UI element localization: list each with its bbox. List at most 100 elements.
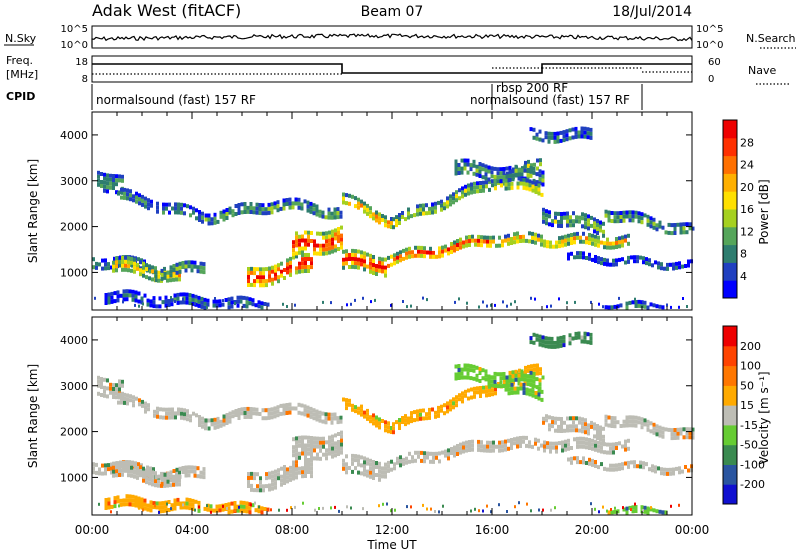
heatmap-cell (398, 422, 401, 426)
heatmap-cell (480, 239, 483, 244)
heatmap-cell (378, 425, 381, 430)
heatmap-cell (564, 238, 567, 243)
heatmap-cell (318, 507, 320, 510)
heatmap-cell (581, 224, 584, 229)
heatmap-cell (507, 186, 511, 191)
heatmap-cell (685, 435, 689, 440)
heatmap-cell (307, 435, 310, 440)
heatmap-cell (207, 418, 211, 423)
heatmap-cell (290, 506, 292, 510)
heatmap-cell (303, 408, 307, 413)
heatmap-cell (422, 296, 424, 300)
heatmap-cell (253, 283, 256, 288)
heatmap-cell (372, 413, 375, 418)
heatmap-cell (561, 440, 564, 445)
heatmap-cell (315, 417, 319, 422)
heatmap-cell (164, 303, 168, 308)
heatmap-cell (174, 210, 177, 215)
heatmap-cell (318, 418, 322, 423)
heatmap-cell (184, 473, 188, 478)
heatmap-cell (594, 238, 597, 243)
heatmap-cell (457, 171, 461, 175)
heatmap-cell (310, 440, 313, 444)
heatmap-cell (303, 412, 307, 417)
heatmap-cell (535, 377, 539, 382)
heatmap-cell (135, 396, 138, 401)
heatmap-cell (346, 303, 348, 307)
heatmap-cell (465, 243, 468, 248)
heatmap-cell (222, 422, 226, 427)
heatmap-cell (159, 415, 162, 420)
heatmap-cell (624, 260, 627, 265)
heatmap-cell (369, 415, 372, 420)
heatmap-cell (478, 367, 482, 371)
heatmap-cell (270, 206, 274, 211)
heatmap-cell (154, 270, 158, 275)
heatmap-cell (628, 218, 632, 223)
heatmap-cell (191, 293, 195, 298)
heatmap-cell (532, 332, 536, 337)
heatmap-cell (216, 424, 220, 429)
heatmap-cell (478, 174, 482, 178)
heatmap-cell (457, 368, 461, 372)
heatmap-cell (625, 415, 629, 420)
heatmap-cell (618, 236, 621, 241)
heatmap-cell (345, 193, 348, 198)
heatmap-cell (588, 252, 591, 257)
heatmap-cell (234, 509, 236, 513)
heatmap-cell (370, 300, 372, 304)
heatmap-cell (276, 409, 280, 414)
heatmap-cell (360, 471, 363, 476)
heatmap-cell (184, 465, 188, 470)
heatmap-cell (139, 260, 142, 265)
heatmap-cell (127, 260, 130, 265)
heatmap-cell (531, 231, 534, 236)
heatmap-cell (167, 303, 171, 307)
heatmap-cell (498, 243, 501, 248)
heatmap-cell (295, 448, 298, 453)
heatmap-cell (286, 471, 289, 476)
heatmap-cell (489, 440, 492, 445)
heatmap-cell (125, 297, 129, 302)
heatmap-cell (351, 469, 354, 474)
heatmap-cell (237, 416, 241, 420)
heatmap-cell (245, 296, 249, 301)
velocity-ylabel: Slant Range [km] (26, 364, 40, 468)
heatmap-cell (579, 444, 582, 449)
heatmap-cell (502, 372, 506, 376)
heatmap-cell (97, 174, 100, 179)
heatmap-cell (519, 177, 523, 182)
heatmap-cell (501, 444, 504, 449)
heatmap-cell (511, 374, 515, 379)
heatmap-cell (334, 453, 337, 458)
heatmap-cell (429, 246, 432, 251)
heatmap-cell (354, 409, 357, 414)
heatmap-cell (237, 408, 241, 412)
heatmap-cell (395, 223, 398, 228)
heatmap-cell (422, 203, 425, 208)
heatmap-cell (475, 365, 479, 370)
heatmap-cell (227, 506, 231, 511)
heatmap-cell (624, 443, 627, 448)
heatmap-cell (666, 471, 669, 476)
heatmap-cell (477, 439, 480, 444)
heatmap-cell (381, 474, 384, 479)
heatmap-cell (250, 487, 253, 492)
heatmap-cell (495, 444, 498, 449)
noise-left-label: N.Sky (5, 32, 37, 45)
heatmap-cell (663, 467, 666, 472)
heatmap-cell (612, 262, 615, 267)
heatmap-cell (304, 265, 307, 269)
heatmap-cell (322, 251, 325, 256)
heatmap-cell (666, 467, 669, 472)
heatmap-cell (496, 179, 500, 184)
heatmap-cell (283, 268, 286, 272)
heatmap-cell (648, 262, 651, 267)
heatmap-cell (312, 408, 316, 413)
heatmap-cell (387, 220, 390, 225)
heatmap-cell (387, 421, 390, 426)
heatmap-cell (387, 425, 390, 430)
heatmap-cell (140, 296, 144, 301)
heatmap-cell (141, 202, 144, 207)
heatmap-cell (631, 218, 635, 223)
